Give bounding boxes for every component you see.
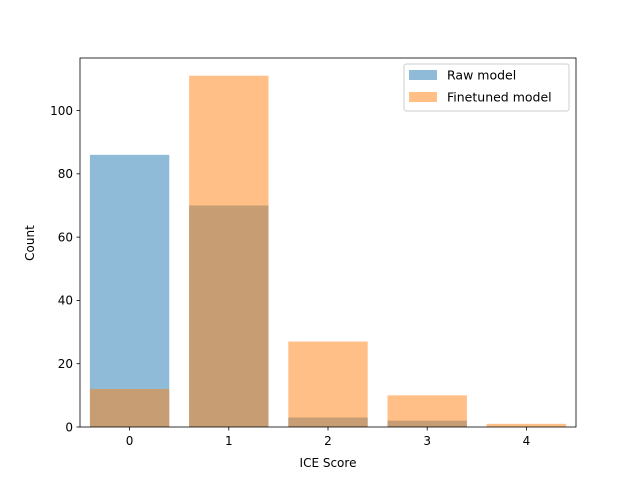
legend-frame (403, 63, 570, 112)
bar-series1-0 (89, 389, 170, 427)
bar-series1-2 (288, 341, 368, 427)
y-tick-label-0: 0 (65, 420, 73, 434)
y-tick-label-60: 60 (58, 230, 73, 244)
bars-layer (89, 75, 567, 428)
x-tick-label-3: 3 (423, 434, 431, 448)
y-tick-label-20: 20 (58, 357, 73, 371)
bar-series1-1 (189, 75, 269, 427)
y-tick-label-100: 100 (50, 104, 73, 118)
legend-label-0: Raw model (447, 68, 516, 83)
x-tick-label-0: 0 (126, 434, 134, 448)
legend: Raw model Finetuned model (403, 63, 570, 112)
y-tick-label-80: 80 (58, 167, 73, 181)
legend-label-1: Finetuned model (447, 90, 552, 105)
y-tick-label-40: 40 (58, 294, 73, 308)
legend-swatch-0 (409, 70, 437, 80)
bar-series1-3 (387, 395, 467, 427)
x-axis-label: ICE Score (300, 456, 357, 470)
bar-series0-0 (89, 154, 170, 428)
legend-swatch-1 (409, 92, 437, 102)
x-tick-label-1: 1 (225, 434, 233, 448)
x-tick-label-2: 2 (324, 434, 332, 448)
bar-series1-4 (486, 423, 567, 427)
x-tick-label-4: 4 (523, 434, 531, 448)
y-axis-label: Count (23, 225, 37, 261)
